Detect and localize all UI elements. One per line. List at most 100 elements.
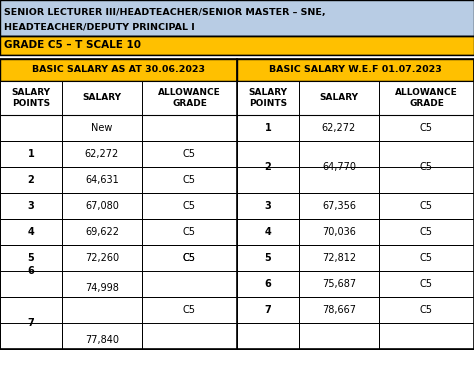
Text: C5: C5 (183, 253, 196, 263)
Text: 1: 1 (27, 149, 35, 159)
Bar (142, 81, 237, 115)
Text: New: New (91, 123, 113, 133)
Text: 78,667: 78,667 (322, 305, 356, 315)
Text: 4: 4 (264, 227, 272, 237)
Bar (379, 141, 474, 167)
Text: 70,036: 70,036 (322, 227, 356, 237)
Bar (0, 36, 474, 55)
Bar (379, 271, 474, 297)
Bar (237, 323, 299, 349)
Text: HEADTEACHER/DEPUTY PRINCIPAL I: HEADTEACHER/DEPUTY PRINCIPAL I (4, 22, 195, 32)
Bar (0, 55, 474, 59)
Text: SALARY: SALARY (82, 93, 121, 103)
Bar (62, 323, 142, 349)
Bar (379, 141, 474, 193)
Text: 67,080: 67,080 (85, 201, 119, 211)
Bar (379, 81, 474, 115)
Bar (299, 219, 379, 245)
Bar (379, 297, 474, 323)
Bar (0, 167, 62, 193)
Bar (62, 81, 142, 115)
Bar (142, 297, 237, 349)
Text: ALLOWANCE
GRADE: ALLOWANCE GRADE (395, 88, 458, 108)
Bar (0, 0, 474, 36)
Bar (237, 141, 299, 193)
Bar (379, 115, 474, 141)
Text: 6: 6 (264, 279, 272, 289)
Text: C5: C5 (420, 123, 433, 133)
Text: 72,812: 72,812 (322, 253, 356, 263)
Text: GRADE C5 – T SCALE 10: GRADE C5 – T SCALE 10 (4, 40, 141, 50)
Bar (237, 167, 299, 193)
Bar (237, 115, 299, 141)
Bar (237, 141, 299, 167)
Text: SALARY
POINTS: SALARY POINTS (248, 88, 288, 108)
Text: 6: 6 (27, 266, 35, 276)
Bar (62, 115, 142, 141)
Text: ALLOWANCE
GRADE: ALLOWANCE GRADE (158, 88, 221, 108)
Bar (299, 115, 379, 141)
Bar (237, 271, 299, 297)
Bar (0, 59, 237, 81)
Bar (237, 219, 299, 245)
Bar (379, 219, 474, 245)
Text: 67,356: 67,356 (322, 201, 356, 211)
Text: 62,272: 62,272 (322, 123, 356, 133)
Text: 3: 3 (27, 201, 35, 211)
Bar (299, 81, 379, 115)
Text: SALARY
POINTS: SALARY POINTS (11, 88, 51, 108)
Bar (0, 245, 62, 297)
Bar (299, 323, 379, 349)
Text: BASIC SALARY W.E.F 01.07.2023: BASIC SALARY W.E.F 01.07.2023 (269, 66, 442, 74)
Bar (379, 245, 474, 271)
Text: SENIOR LECTURER III/HEADTEACHER/SENIOR MASTER – SNE,: SENIOR LECTURER III/HEADTEACHER/SENIOR M… (4, 8, 326, 17)
Bar (142, 167, 237, 193)
Text: C5: C5 (420, 253, 433, 263)
Text: 2: 2 (264, 162, 272, 172)
Text: 5: 5 (264, 253, 272, 263)
Text: 74,998: 74,998 (85, 283, 119, 293)
Bar (142, 193, 237, 219)
Bar (62, 167, 142, 193)
Bar (0, 219, 62, 245)
Bar (142, 297, 237, 323)
Text: C5: C5 (420, 201, 433, 211)
Text: C5: C5 (183, 227, 196, 237)
Text: C5: C5 (420, 279, 433, 289)
Bar (237, 193, 299, 219)
Text: C5: C5 (183, 201, 196, 211)
Text: C5: C5 (420, 162, 433, 172)
Bar (0, 323, 62, 349)
Bar (0, 271, 62, 297)
Text: 1: 1 (264, 123, 272, 133)
Bar (379, 323, 474, 349)
Bar (0, 141, 62, 167)
Bar (142, 245, 237, 297)
Bar (299, 245, 379, 271)
Bar (62, 219, 142, 245)
Bar (237, 297, 299, 323)
Bar (299, 271, 379, 297)
Bar (237, 81, 299, 115)
Text: 64,770: 64,770 (322, 162, 356, 172)
Text: 2: 2 (27, 175, 35, 185)
Bar (299, 141, 379, 167)
Text: C5: C5 (183, 175, 196, 185)
Text: 7: 7 (264, 305, 272, 315)
Bar (142, 271, 237, 297)
Bar (62, 245, 142, 297)
Bar (0, 59, 474, 349)
Bar (62, 245, 142, 271)
Text: C5: C5 (183, 253, 196, 263)
Bar (62, 193, 142, 219)
Text: 77,840: 77,840 (85, 335, 119, 345)
Text: 69,622: 69,622 (85, 227, 119, 237)
Text: C5: C5 (420, 305, 433, 315)
Bar (142, 115, 237, 141)
Text: C5: C5 (183, 305, 196, 315)
Bar (62, 297, 142, 349)
Bar (379, 167, 474, 193)
Text: 75,687: 75,687 (322, 279, 356, 289)
Bar (142, 219, 237, 245)
Bar (0, 297, 62, 349)
